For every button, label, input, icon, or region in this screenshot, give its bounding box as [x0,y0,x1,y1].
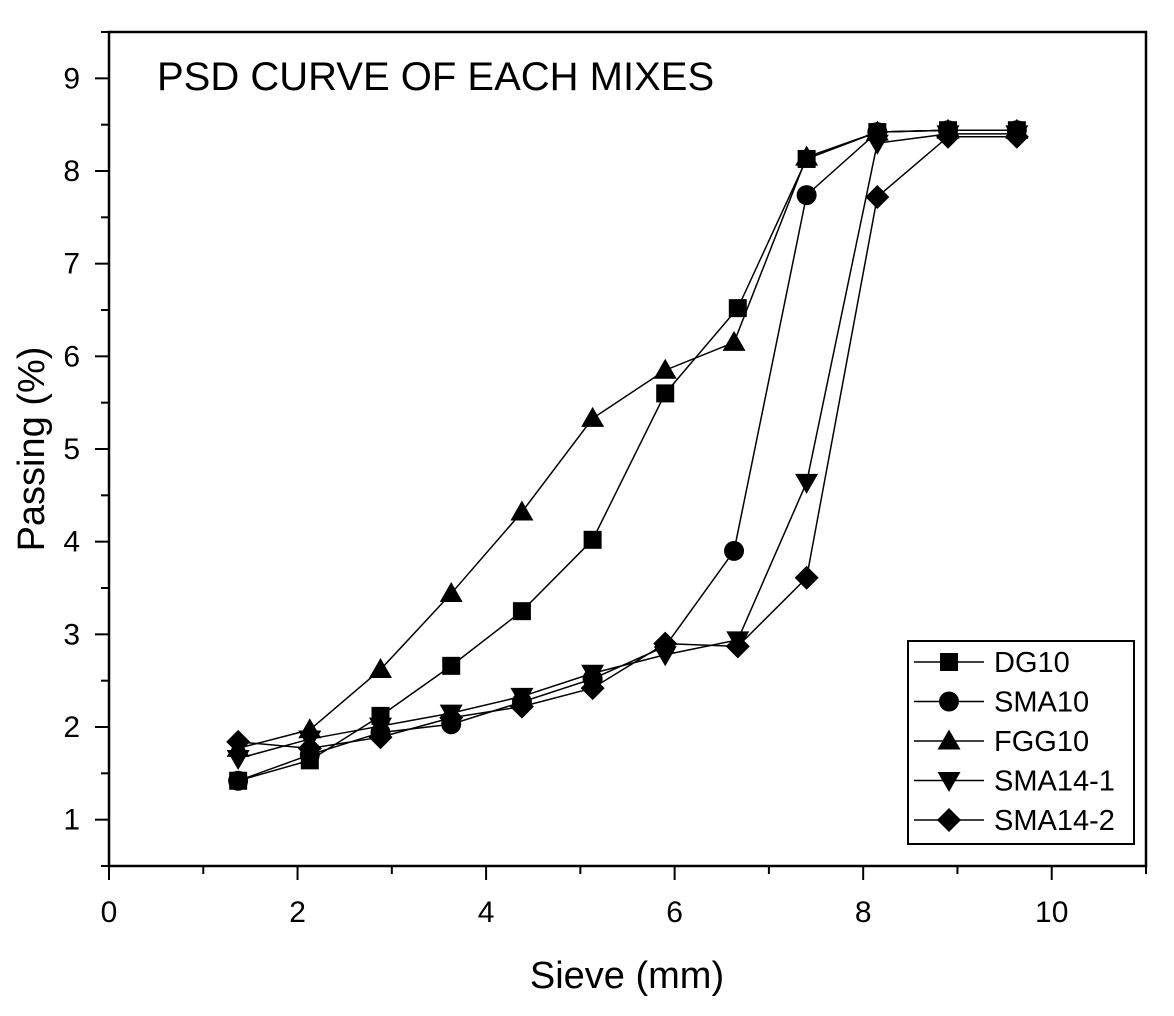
legend-label: SMA10 [994,687,1089,719]
x-tick-label: 8 [855,896,872,929]
y-tick-label: 8 [63,155,80,188]
data-point-sma14-2 [936,124,961,149]
legend-marker [937,729,961,750]
data-point-fgg10 [795,145,819,166]
data-point-sma14-1 [795,473,819,494]
legend-marker [940,653,958,671]
data-point-sma14-2 [509,694,534,719]
y-tick-label: 1 [63,804,80,837]
legend: DG10 SMA10 FGG10 SMA14-1 SMA14-2 [907,640,1135,845]
data-point-sma14-2 [794,565,819,590]
data-point-sma14-2 [725,634,750,659]
legend-label: FGG10 [994,726,1089,758]
data-point-dg10 [442,656,461,675]
data-point-fgg10 [722,330,746,351]
data-point-fgg10 [439,582,463,603]
data-point-sma10 [724,540,745,561]
data-point-fgg10 [369,658,393,679]
x-tick-label: 2 [289,896,306,929]
x-tick-label: 4 [478,896,495,929]
data-point-sma14-2 [368,725,393,750]
series-line-sma14-2 [238,135,1017,750]
axis-ticks [95,31,1147,880]
x-tick-labels: 0 2 4 6 8 10 [101,896,1069,929]
y-tick-label: 4 [63,526,80,559]
legend-label: DG10 [994,647,1070,679]
data-point-sma14-1 [581,664,605,685]
chart-title: PSD CURVE OF EACH MIXES [157,55,714,99]
series-layer [226,118,1029,791]
legend-item-sma10: SMA10 [914,687,1089,719]
legend-item-dg10: DG10 [914,647,1070,679]
data-point-sma14-2 [439,705,464,730]
legend-items: DG10 SMA10 FGG10 SMA14-1 SMA14-2 [914,647,1115,837]
data-point-fgg10 [653,358,677,379]
legend-item-sma14-2: SMA14-2 [914,805,1115,837]
data-point-dg10 [656,384,675,403]
legend-marker [937,772,961,792]
legend-marker [937,808,961,832]
x-tick-label: 10 [1035,896,1068,929]
data-point-sma10 [228,770,249,791]
data-point-dg10 [728,299,747,318]
legend-label: SMA14-1 [994,766,1115,798]
data-point-sma14-2 [1004,124,1029,149]
x-tick-label: 6 [666,896,683,929]
data-point-sma14-2 [297,736,322,761]
series-line-fgg10 [237,129,1017,750]
y-tick-label: 3 [63,618,80,651]
legend-marker [939,691,959,712]
data-point-dg10 [512,602,531,621]
series-line-sma14-1 [237,133,1017,760]
series-dg10 [229,121,1026,790]
data-point-sma14-2 [653,631,678,656]
data-point-sma10 [796,185,817,206]
y-tick-label: 6 [63,340,80,373]
y-tick-label: 9 [63,62,80,95]
legend-item-fgg10: FGG10 [914,726,1089,758]
data-point-fgg10 [581,406,605,427]
data-point-fgg10 [510,500,534,521]
data-point-sma14-2 [580,676,605,701]
y-tick-label: 5 [63,433,80,466]
y-tick-label: 2 [63,711,80,744]
y-tick-labels: 1 2 3 4 5 6 7 8 9 [63,62,80,836]
series-line-dg10 [237,129,1017,782]
y-tick-label: 7 [63,248,80,281]
data-point-sma14-1 [865,134,889,155]
data-point-sma14-1 [653,646,677,667]
data-point-sma14-2 [865,184,890,209]
legend-label: SMA14-2 [994,805,1115,837]
y-axis-label: Passing (%) [11,347,53,552]
series-line-sma10 [237,129,1017,782]
x-axis-label: Sieve (mm) [530,955,724,997]
data-point-dg10 [583,530,602,549]
legend-item-sma14-1: SMA14-1 [914,766,1115,798]
data-point-sma14-2 [226,729,251,754]
x-tick-label: 0 [101,896,118,929]
series-sma14-2 [226,124,1029,761]
data-point-sma14-1 [226,750,250,771]
